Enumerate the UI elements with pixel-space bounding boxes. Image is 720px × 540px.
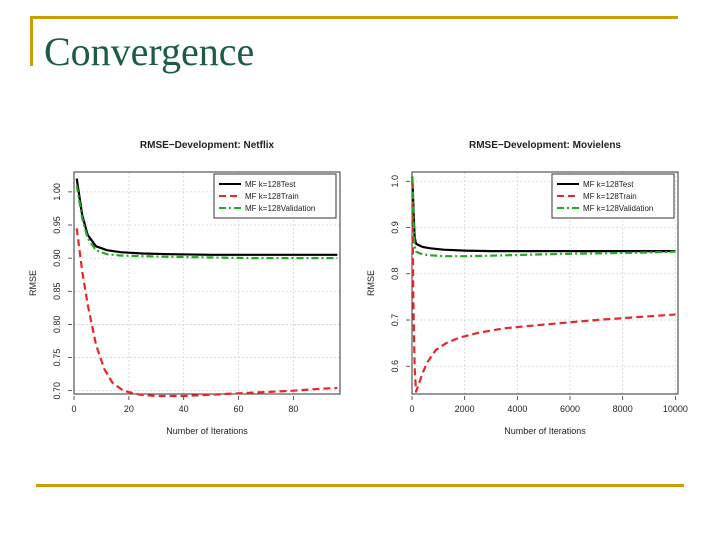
movielens-xtick-label: 2000 <box>455 404 475 414</box>
movielens-series-line-2 <box>411 176 676 258</box>
netflix-title: RMSE−Development: Netflix <box>140 140 275 151</box>
netflix-xtick-label: 20 <box>124 404 134 414</box>
movielens-y-axis-label: RMSE <box>366 270 376 296</box>
netflix-legend-label: MF k=128Test <box>245 180 296 189</box>
movielens-xtick-label: 0 <box>409 404 414 414</box>
movielens-chart-svg: RMSE−Development: Movielens 0 2000 4000 6000… <box>366 140 688 436</box>
netflix-xtick-label: 60 <box>234 404 244 414</box>
netflix-ytick-label: 0.90 <box>52 249 62 267</box>
netflix-xtick-label: 40 <box>179 404 189 414</box>
netflix-y-axis-label: RMSE <box>28 270 38 296</box>
movielens-ytick-label: 0.6 <box>390 360 400 373</box>
netflix-rmse-chart: RMSE−Development: Netflix 0 20 40 60 80 0.70 0.… <box>18 128 358 440</box>
left-rule <box>30 16 33 66</box>
netflix-xtick-label: 80 <box>288 404 298 414</box>
netflix-ytick-label: 0.70 <box>52 382 62 400</box>
bottom-rule <box>36 484 684 487</box>
netflix-series-line-2 <box>75 185 338 260</box>
movielens-xtick-label: 4000 <box>507 404 527 414</box>
netflix-xtick-label: 0 <box>71 404 76 414</box>
movielens-xtick-label: 6000 <box>560 404 580 414</box>
movielens-xtick-label: 10000 <box>663 404 688 414</box>
netflix-x-axis-label: Number of Iterations <box>166 426 248 436</box>
netflix-series-line-1 <box>75 228 338 398</box>
movielens-ytick-label: 0.8 <box>390 267 400 280</box>
netflix-legend-label: MF k=128Train <box>245 192 299 201</box>
netflix-legend-label: MF k=128Validation <box>245 204 315 213</box>
movielens-rmse-chart: RMSE−Development: Movielens 0 2000 4000 6000… <box>356 128 696 440</box>
movielens-title: RMSE−Development: Movielens <box>469 140 621 151</box>
netflix-ytick-label: 0.75 <box>52 349 62 367</box>
netflix-ytick-label: 1.00 <box>52 183 62 201</box>
netflix-chart-svg: RMSE−Development: Netflix 0 20 40 60 80 0.70 0.… <box>28 140 341 436</box>
top-rule <box>32 16 678 19</box>
movielens-legend-label: MF k=128Test <box>583 180 634 189</box>
movielens-x-axis-label: Number of Iterations <box>504 426 586 436</box>
movielens-plot-frame <box>411 171 679 395</box>
movielens-ytick-label: 1.0 <box>390 175 400 188</box>
netflix-ytick-label: 0.85 <box>52 283 62 301</box>
slide-title: Convergence <box>44 29 255 74</box>
movielens-ytick-label: 0.9 <box>390 221 400 234</box>
movielens-legend-label: MF k=128Train <box>583 192 637 201</box>
netflix-ytick-label: 0.95 <box>52 216 62 234</box>
movielens-ytick-label: 0.7 <box>390 314 400 327</box>
movielens-legend-label: MF k=128Validation <box>583 204 653 213</box>
netflix-ytick-label: 0.80 <box>52 316 62 334</box>
movielens-xtick-label: 8000 <box>613 404 633 414</box>
